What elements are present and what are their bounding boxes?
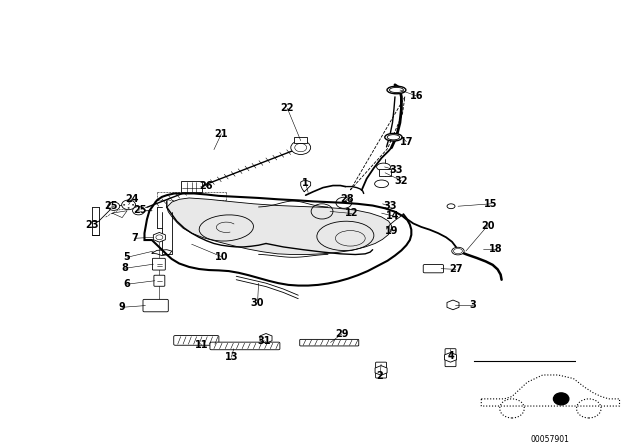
Text: 23: 23 (86, 220, 99, 229)
Ellipse shape (447, 204, 455, 209)
Circle shape (132, 204, 134, 206)
Text: 10: 10 (214, 252, 228, 262)
Text: 29: 29 (335, 329, 349, 339)
Text: 25: 25 (104, 201, 118, 211)
Text: 8: 8 (121, 263, 128, 273)
Text: 25: 25 (132, 205, 147, 215)
Polygon shape (145, 194, 412, 285)
FancyBboxPatch shape (154, 275, 165, 286)
FancyBboxPatch shape (210, 342, 280, 350)
Circle shape (123, 204, 125, 206)
Text: 24: 24 (125, 194, 139, 204)
Text: 32: 32 (395, 176, 408, 186)
FancyBboxPatch shape (152, 258, 165, 270)
Circle shape (127, 201, 129, 202)
FancyBboxPatch shape (300, 340, 359, 346)
FancyBboxPatch shape (173, 336, 219, 345)
Text: 14: 14 (386, 211, 399, 221)
Text: 1: 1 (302, 178, 309, 188)
Ellipse shape (452, 247, 464, 255)
Text: 4: 4 (447, 351, 454, 361)
FancyBboxPatch shape (143, 299, 168, 312)
Text: 3: 3 (470, 300, 476, 310)
Ellipse shape (387, 86, 406, 94)
Circle shape (108, 202, 120, 211)
Text: 31: 31 (258, 336, 271, 346)
Text: 2: 2 (377, 371, 383, 381)
FancyBboxPatch shape (445, 349, 456, 366)
Text: 17: 17 (399, 137, 413, 147)
Circle shape (122, 200, 136, 210)
Text: 18: 18 (489, 244, 502, 254)
Circle shape (132, 207, 145, 215)
Text: 19: 19 (385, 226, 398, 237)
FancyBboxPatch shape (423, 264, 444, 273)
Text: 33: 33 (390, 165, 403, 175)
Text: 33: 33 (383, 201, 397, 211)
Circle shape (554, 393, 569, 405)
Text: 22: 22 (280, 103, 294, 113)
Text: 21: 21 (214, 129, 228, 139)
Text: 7: 7 (131, 233, 138, 243)
Text: 12: 12 (345, 208, 358, 219)
Text: 27: 27 (449, 264, 463, 274)
Text: 11: 11 (195, 340, 208, 350)
Text: 15: 15 (484, 199, 497, 209)
Text: 13: 13 (225, 352, 238, 362)
Text: 00057901: 00057901 (531, 435, 570, 444)
Text: 30: 30 (251, 298, 264, 308)
FancyBboxPatch shape (379, 168, 391, 176)
Circle shape (127, 207, 129, 209)
Ellipse shape (374, 180, 388, 188)
Text: 16: 16 (410, 91, 423, 101)
Text: 9: 9 (119, 302, 125, 312)
FancyBboxPatch shape (180, 181, 202, 193)
Ellipse shape (376, 163, 390, 171)
Polygon shape (294, 137, 307, 143)
Circle shape (291, 141, 310, 155)
Ellipse shape (385, 134, 402, 141)
Polygon shape (167, 198, 392, 254)
FancyBboxPatch shape (376, 362, 387, 378)
Text: 26: 26 (200, 181, 213, 190)
Text: 5: 5 (124, 252, 131, 262)
Text: 28: 28 (340, 194, 354, 204)
Text: 6: 6 (124, 279, 131, 289)
Text: 20: 20 (481, 220, 495, 231)
